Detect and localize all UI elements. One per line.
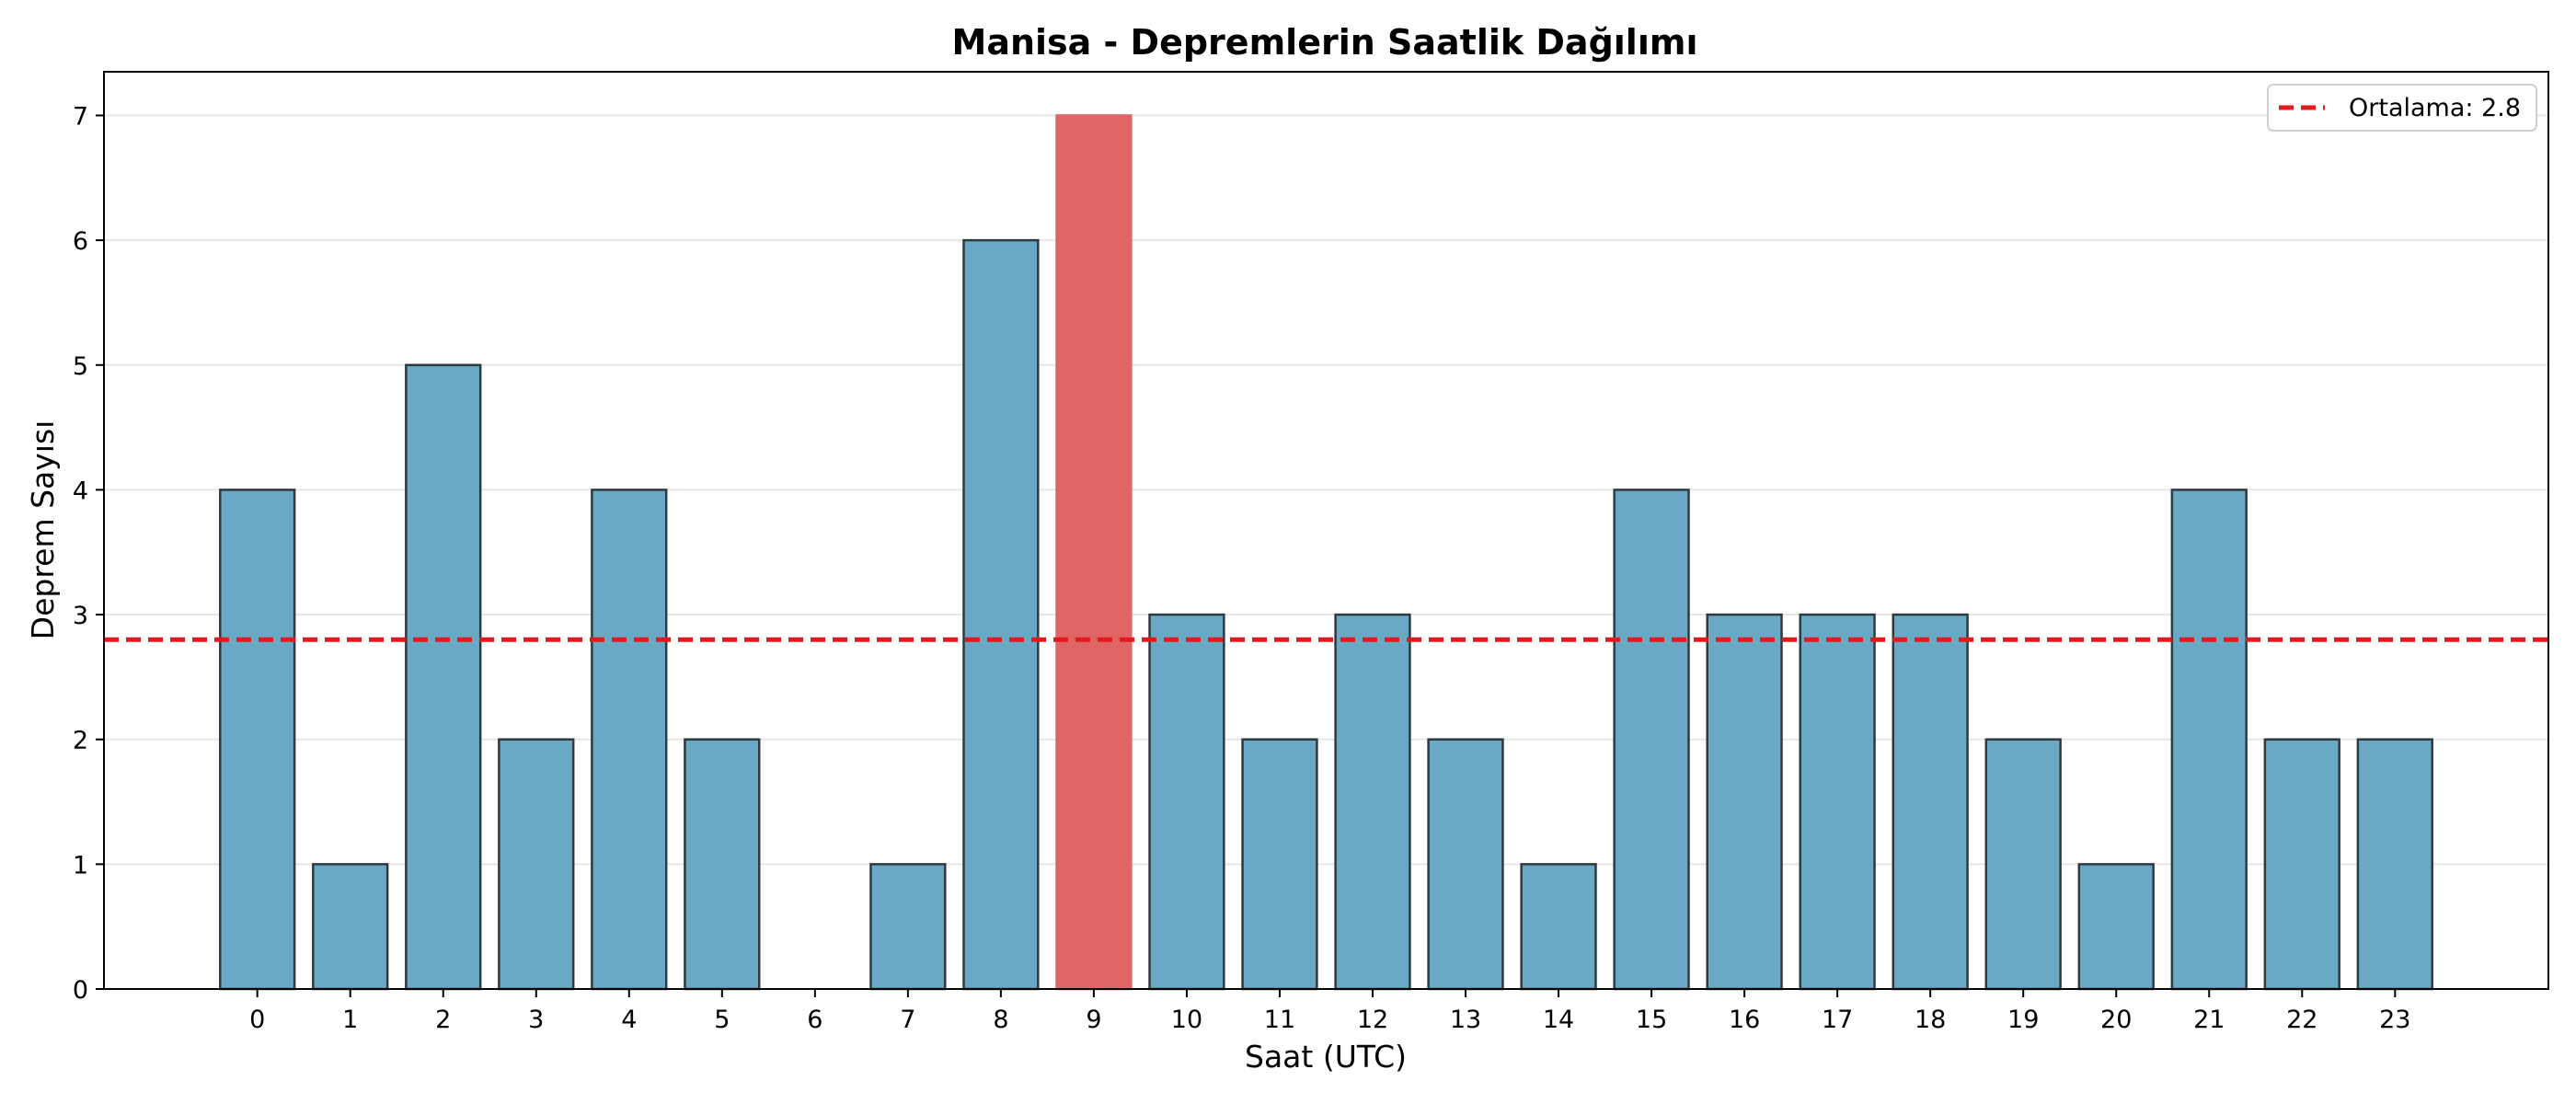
y-tick-label: 5: [73, 352, 88, 381]
bar: [1613, 489, 1690, 991]
bar: [1892, 613, 1969, 991]
bar: [684, 738, 761, 991]
x-tick-label: 7: [900, 1006, 915, 1034]
x-axis-label: Saat (UTC): [1245, 1039, 1407, 1075]
x-tick-label: 10: [1171, 1006, 1202, 1034]
x-tick-label: 15: [1636, 1006, 1667, 1034]
x-tick-label: 17: [1822, 1006, 1853, 1034]
x-tick-label: 0: [249, 1006, 265, 1034]
bars: [219, 114, 2433, 991]
bar: [1334, 613, 1411, 991]
x-tick-label: 8: [993, 1006, 1008, 1034]
x-tick-label: 2: [435, 1006, 451, 1034]
y-tick-label: 4: [73, 477, 88, 505]
x-tick-label: 13: [1450, 1006, 1481, 1034]
bar: [405, 363, 482, 991]
x-axis: 0 1 2 3 4 5 6 7 8 9 10 11 12 13 14 15 16 17 18 19 20 21 22 23: [249, 989, 2410, 1034]
legend-box: [2267, 84, 2537, 132]
y-tick-label: 3: [73, 602, 88, 630]
x-tick-label: 22: [2286, 1006, 2317, 1034]
x-tick-label: 9: [1086, 1006, 1101, 1034]
y-tick-label: 2: [73, 727, 88, 755]
x-tick-label: 20: [2100, 1006, 2132, 1034]
bar: [962, 238, 1040, 991]
x-tick-label: 4: [621, 1006, 637, 1034]
x-tick-label: 1: [342, 1006, 358, 1034]
bar: [869, 863, 947, 991]
bar: [1148, 613, 1225, 991]
bar: [312, 863, 389, 991]
plot-frame: [103, 71, 2549, 990]
bar: [2263, 738, 2340, 991]
x-tick-label: 3: [528, 1006, 544, 1034]
bar: [498, 738, 575, 991]
x-tick-label: 23: [2379, 1006, 2410, 1034]
bar: [2077, 863, 2155, 991]
y-tick-label: 6: [73, 227, 88, 256]
x-tick-label: 21: [2193, 1006, 2225, 1034]
y-tick-label: 1: [73, 851, 88, 880]
bar: [1706, 613, 1783, 991]
bar: [1520, 863, 1597, 991]
x-tick-label: 12: [1357, 1006, 1388, 1034]
legend: Ortalama: 2.8: [2267, 84, 2537, 132]
bar: [1241, 738, 1318, 991]
x-tick-label: 6: [807, 1006, 822, 1034]
bar: [1799, 613, 1876, 991]
bar: [1984, 738, 2062, 991]
bar: [2170, 489, 2248, 991]
y-tick-label: 7: [73, 102, 88, 131]
legend-mean-label: Ortalama: 2.8: [2349, 94, 2521, 122]
x-tick-label: 19: [2007, 1006, 2039, 1034]
bar: [1427, 738, 1504, 991]
y-axis: 0 1 2 3 4 5 6 7: [73, 102, 104, 1005]
bar-highlight: [1055, 114, 1133, 991]
y-tick-label: 0: [73, 976, 88, 1005]
x-tick-label: 11: [1264, 1006, 1295, 1034]
x-tick-label: 18: [1915, 1006, 1946, 1034]
x-tick-label: 16: [1729, 1006, 1760, 1034]
y-axis-label: Deprem Sayısı: [25, 420, 61, 640]
chart-title: Manisa - Depremlerin Saatlik Dağılımı: [952, 22, 1698, 63]
bar: [219, 489, 296, 991]
bar: [591, 489, 668, 991]
x-tick-label: 5: [714, 1006, 730, 1034]
bar: [2356, 738, 2433, 991]
x-tick-label: 14: [1543, 1006, 1574, 1034]
